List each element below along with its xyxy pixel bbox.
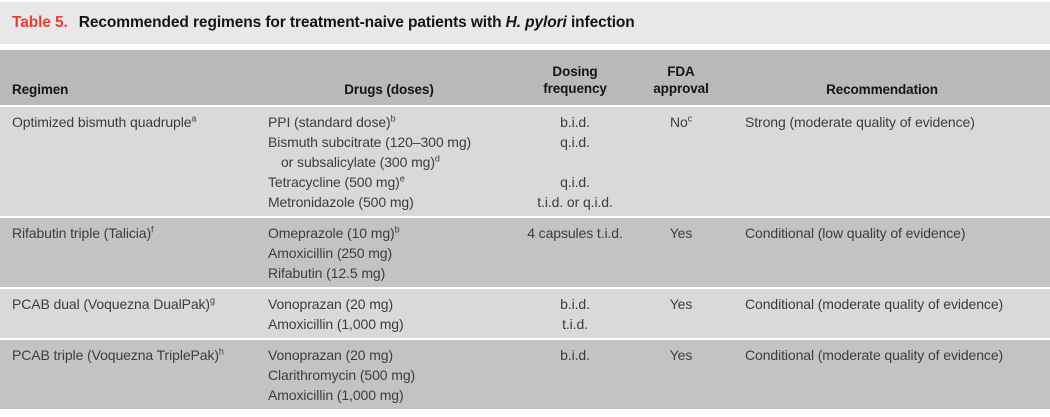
column-header-drugs: Drugs (doses) (344, 82, 434, 97)
table-figure: Table 5. Recommended regimens for treatm… (0, 2, 1050, 409)
caption-italic-species: H. pylori (505, 14, 567, 31)
dosing-frequency-line (510, 243, 640, 263)
dosing-frequency-cell: b.i.d. q.i.d. q.i.d. t.i.d. or q.i.d. (510, 112, 640, 212)
drug-line: Omeprazole (10 mg)b (268, 223, 510, 243)
fda-approval-cell: Yes (640, 294, 722, 314)
regimen-name: PCAB triple (Voquezna TriplePak) (12, 347, 219, 363)
drugs-cell: Vonoprazan (20 mg) Clarithromycin (500 mg… (268, 345, 510, 405)
drug-name: Rifabutin (12.5 mg) (268, 265, 386, 281)
drug-name: or subsalicylate (300 mg) (281, 154, 435, 170)
footnote-marker: e (399, 173, 405, 184)
column-header-dosing-line1: Dosing (552, 64, 598, 79)
dosing-frequency-line: q.i.d. (560, 134, 590, 150)
dosing-frequency-line: b.i.d. (560, 296, 590, 312)
table-body: Optimized bismuth quadruplea PPI (standar… (0, 107, 1050, 409)
dosing-frequency-line (510, 263, 640, 283)
drug-name: Amoxicillin (1,000 mg) (268, 316, 404, 332)
drug-line: Amoxicillin (250 mg) (268, 243, 510, 263)
caption-suffix: infection (566, 14, 635, 31)
drug-name: Vonoprazan (20 mg) (268, 347, 394, 363)
drug-name: Omeprazole (10 mg) (268, 225, 395, 241)
table-title-band: Table 5. Recommended regimens for treatm… (0, 2, 1050, 44)
dosing-frequency-cell: 4 capsules t.i.d. (510, 223, 640, 283)
table-row: PCAB triple (Voquezna TriplePak)h Vonopra… (0, 340, 1050, 409)
regimen-name: PCAB dual (Voquezna DualPak) (12, 296, 210, 312)
fda-approval-value: Yes (669, 296, 693, 312)
table-row: PCAB dual (Voquezna DualPak)g Vonoprazan … (0, 289, 1050, 338)
footnote-marker: a (191, 113, 197, 124)
drug-name: Amoxicillin (250 mg) (268, 245, 393, 261)
fda-approval-cell: Yes (640, 345, 722, 365)
drugs-cell: Vonoprazan (20 mg) Amoxicillin (1,000 mg) (268, 294, 510, 334)
footnote-marker: b (394, 224, 400, 235)
drug-line: Vonoprazan (20 mg) (268, 345, 510, 365)
drug-name: Clarithromycin (500 mg) (268, 367, 416, 383)
drug-name: PPI (standard dose) (268, 114, 391, 130)
regimen-cell: PCAB dual (Voquezna DualPak)g (12, 294, 268, 314)
drug-line: or subsalicylate (300 mg)d (268, 152, 510, 172)
column-header-fda-line2: approval (653, 81, 709, 96)
fda-approval-value: Yes (669, 225, 693, 241)
drug-line: PPI (standard dose)b (268, 112, 510, 132)
table-row: Rifabutin triple (Talicia)f Omeprazole (1… (0, 218, 1050, 287)
dosing-frequency-line (510, 152, 640, 172)
dosing-frequency-cell: b.i.d. t.i.d. (510, 294, 640, 334)
footnote-marker: g (210, 295, 215, 306)
footnote-marker: b (390, 113, 396, 124)
table-number-label: Table 5. (12, 14, 68, 31)
title-header-divider (0, 44, 1050, 50)
dosing-frequency-line: q.i.d. (560, 174, 590, 190)
column-header-recommendation: Recommendation (826, 82, 938, 97)
footnote-marker: d (434, 153, 440, 164)
drug-name: Amoxicillin (1,000 mg) (268, 387, 404, 403)
column-header-fda-approval: FDA approval (640, 63, 722, 97)
drug-line: Clarithromycin (500 mg) (268, 365, 510, 385)
column-header-dosing-line2: frequency (543, 81, 607, 96)
table-header-row: Regimen Drugs (doses) Dosing frequency F… (0, 50, 1050, 105)
drug-line: Amoxicillin (1,000 mg) (268, 385, 510, 405)
dosing-frequency-line: t.i.d. (562, 316, 588, 332)
dosing-frequency-line: b.i.d. (560, 347, 590, 363)
dosing-frequency-line: 4 capsules t.i.d. (527, 225, 623, 241)
drug-name: Bismuth subcitrate (120–300 mg) (268, 134, 472, 150)
footnote-marker: h (218, 346, 224, 357)
drug-line: Metronidazole (500 mg) (268, 192, 510, 212)
fda-approval-value: Yes (669, 347, 693, 363)
column-header-fda-line1: FDA (667, 64, 695, 79)
drugs-cell: PPI (standard dose)b Bismuth subcitrate (… (268, 112, 510, 212)
fda-approval-value: No (669, 114, 688, 130)
footnote-marker: c (687, 113, 693, 124)
drugs-cell: Omeprazole (10 mg)b Amoxicillin (250 mg) R… (268, 223, 510, 283)
recommendation-cell: Conditional (low quality of evidence) (745, 225, 966, 241)
drug-line: Vonoprazan (20 mg) (268, 294, 510, 314)
drug-line: Tetracycline (500 mg)e (268, 172, 510, 192)
regimen-name: Optimized bismuth quadruple (12, 114, 192, 130)
dosing-frequency-line (510, 365, 640, 385)
recommendation-cell: Conditional (moderate quality of evidenc… (745, 296, 1004, 312)
dosing-frequency-line: b.i.d. (560, 114, 590, 130)
drug-name: Metronidazole (500 mg) (268, 194, 414, 210)
recommendation-cell: Conditional (moderate quality of evidenc… (745, 347, 1004, 363)
dosing-frequency-cell: b.i.d. (510, 345, 640, 405)
dosing-frequency-line (510, 385, 640, 405)
drug-name: Tetracycline (500 mg) (268, 174, 400, 190)
table-row: Optimized bismuth quadruplea PPI (standar… (0, 107, 1050, 216)
fda-approval-cell: Yes (640, 223, 722, 243)
drug-line: Rifabutin (12.5 mg) (268, 263, 510, 283)
column-header-dosing-frequency: Dosing frequency (510, 63, 640, 97)
drug-name: Vonoprazan (20 mg) (268, 296, 394, 312)
table-caption: Recommended regimens for treatment-naive… (79, 14, 635, 32)
regimen-cell: Rifabutin triple (Talicia)f (12, 223, 268, 243)
drug-line: Bismuth subcitrate (120–300 mg) (268, 132, 510, 152)
regimen-name: Rifabutin triple (Talicia) (12, 225, 152, 241)
regimen-cell: PCAB triple (Voquezna TriplePak)h (12, 345, 268, 365)
caption-prefix: Recommended regimens for treatment-naive… (78, 14, 506, 31)
column-header-regimen: Regimen (12, 82, 69, 97)
fda-approval-cell: Noc (640, 112, 722, 132)
dosing-frequency-line: t.i.d. or q.i.d. (537, 194, 613, 210)
regimen-cell: Optimized bismuth quadruplea (12, 112, 268, 132)
recommendation-cell: Strong (moderate quality of evidence) (745, 114, 975, 130)
footnote-marker: f (151, 224, 154, 235)
drug-line: Amoxicillin (1,000 mg) (268, 314, 510, 334)
